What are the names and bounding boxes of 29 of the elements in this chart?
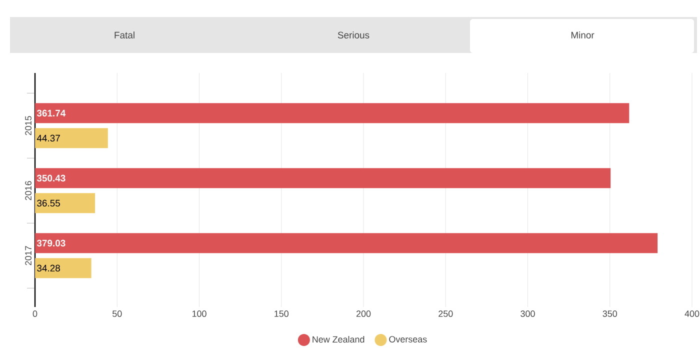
data-label: 36.55	[37, 200, 60, 207]
legend-label: New Zealand	[312, 336, 364, 343]
x-tick-label: 200	[356, 310, 371, 317]
x-tick-label: 0	[32, 310, 38, 317]
bar	[35, 128, 108, 148]
data-label: 34.28	[37, 264, 60, 272]
data-label: 44.37	[36, 134, 60, 142]
bar	[35, 168, 611, 188]
y-tick-label: 2015	[25, 116, 32, 136]
x-tick-label: 150	[274, 310, 289, 317]
data-label: 379.03	[36, 240, 66, 247]
x-tick-label: 50	[112, 310, 122, 317]
y-tick-label: 2017	[25, 246, 32, 266]
text: Fatal	[114, 32, 134, 38]
bar	[35, 233, 658, 254]
x-tick-label: 100	[192, 310, 206, 317]
text: Minor	[571, 32, 594, 38]
legend-label: Overseas	[389, 336, 427, 342]
bar	[35, 103, 630, 124]
x-tick-label: 350	[602, 310, 618, 317]
bar	[35, 193, 96, 214]
x-tick-label: 300	[520, 310, 535, 317]
y-tick-label: 2016	[25, 181, 32, 200]
x-tick-label: 400	[684, 310, 700, 317]
x-tick-label: 250	[438, 310, 453, 317]
bar	[35, 258, 92, 278]
data-label: 350.43	[36, 174, 66, 182]
text: Serious	[338, 32, 370, 38]
data-label: 361.74	[36, 110, 66, 117]
